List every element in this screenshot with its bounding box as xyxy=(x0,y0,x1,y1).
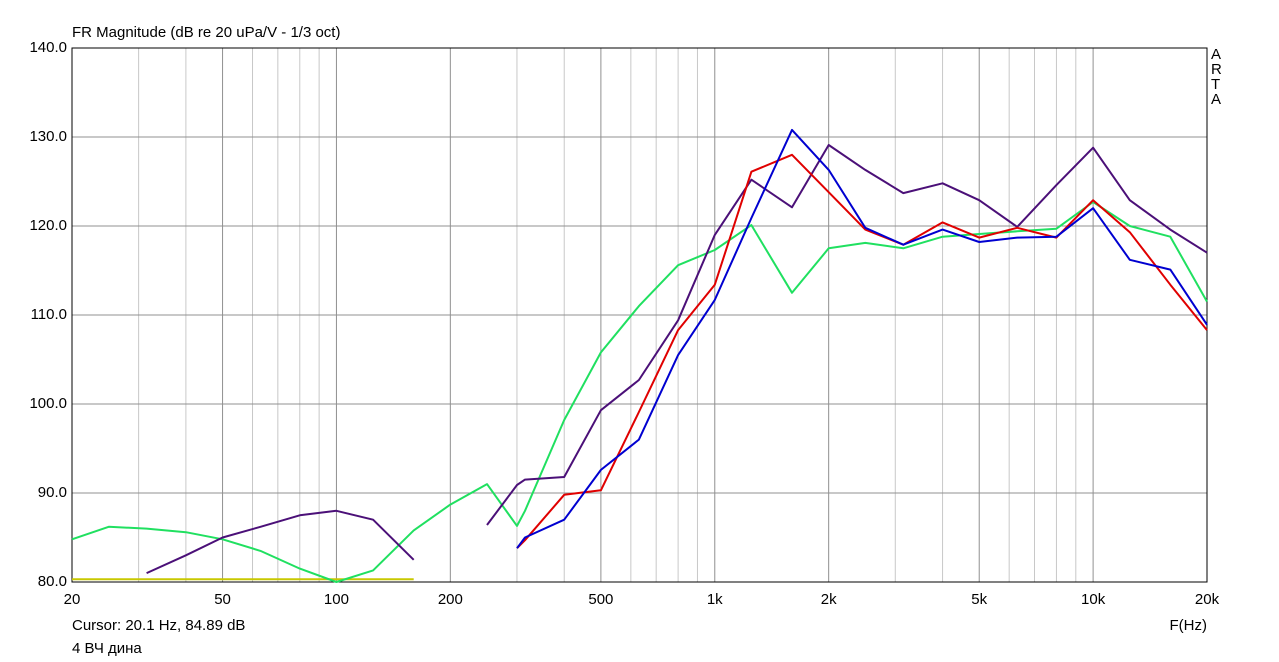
y-tick-label: 90.0 xyxy=(38,484,67,501)
x-tick-label: 500 xyxy=(588,591,613,608)
series-line xyxy=(516,153,1208,549)
footer: 4 ВЧ дина xyxy=(72,640,142,657)
y-tick-label: 80.0 xyxy=(38,573,67,590)
x-tick-label: 2k xyxy=(821,591,837,608)
series-line xyxy=(516,128,1208,549)
x-tick-label: 10k xyxy=(1081,591,1106,608)
side-label: ARTA xyxy=(1211,46,1222,108)
plot-frame xyxy=(71,47,1208,583)
y-tick-label: 110.0 xyxy=(31,306,67,323)
x-axis-label: F(Hz) xyxy=(1170,617,1208,634)
x-tick-label: 50 xyxy=(214,591,231,608)
y-tick-label: 120.0 xyxy=(29,217,67,234)
x-tick-label: 1k xyxy=(707,591,723,608)
x-tick-label: 200 xyxy=(438,591,463,608)
cursor-readout: Cursor: 20.1 Hz, 84.89 dB xyxy=(72,617,245,634)
y-tick-label: 130.0 xyxy=(29,128,67,145)
x-tick-label: 100 xyxy=(324,591,349,608)
series-line xyxy=(71,201,1208,583)
y-tick-label: 100.0 xyxy=(29,395,67,412)
chart-title: FR Magnitude (dB re 20 uPa/V - 1/3 oct) xyxy=(72,24,340,41)
series-line xyxy=(146,144,1208,575)
x-tick-label: 5k xyxy=(971,591,987,608)
x-tick-label: 20k xyxy=(1195,591,1220,608)
y-tick-label: 140.0 xyxy=(29,39,67,56)
x-tick-label: 20 xyxy=(64,591,81,608)
